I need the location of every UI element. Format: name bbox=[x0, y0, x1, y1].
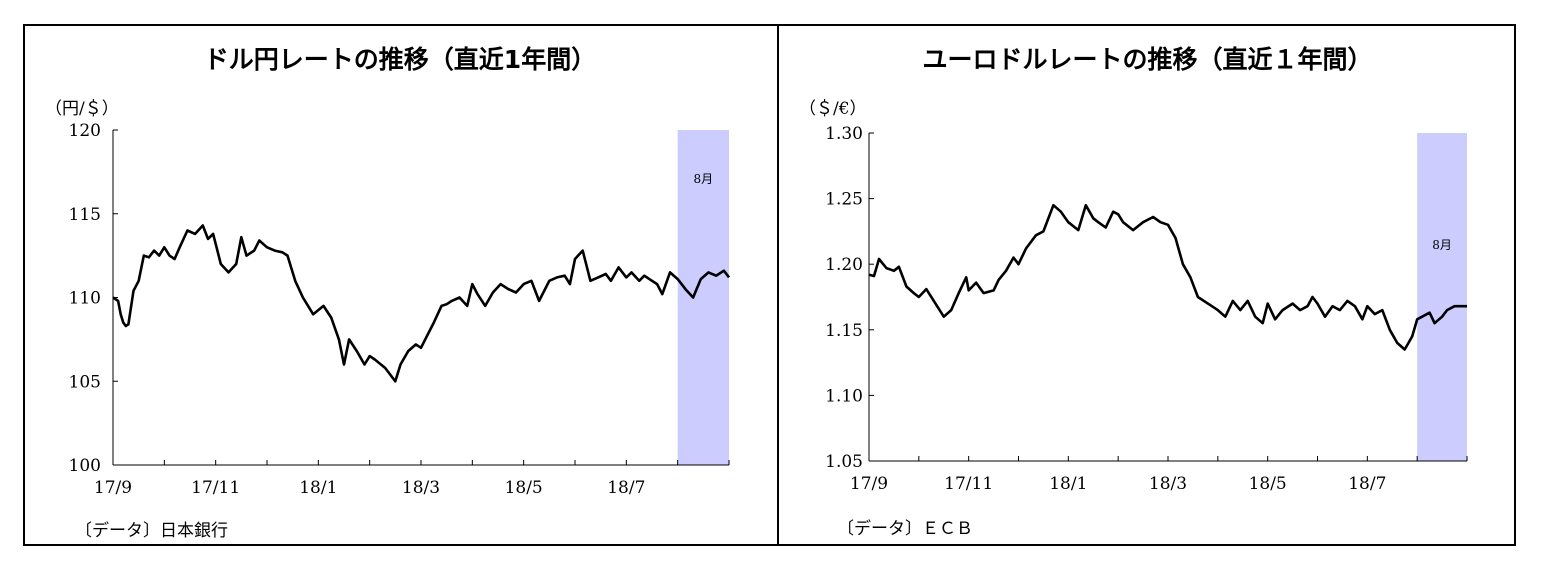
usdjpy-source: 〔データ〕日本銀行 bbox=[75, 521, 228, 541]
usdjpy-y-tick-label: 115 bbox=[69, 205, 101, 225]
eurusd-x-tick-label: 18/3 bbox=[1149, 474, 1187, 494]
eurusd-series-line bbox=[868, 203, 1467, 351]
eurusd-x-tick-label: 18/1 bbox=[1049, 474, 1087, 494]
usdjpy-y-tick-label: 105 bbox=[69, 372, 101, 392]
outer-frame bbox=[23, 24, 1516, 546]
eurusd-y-tick-label: 1.15 bbox=[825, 321, 863, 341]
eurusd-y-tick-label: 1.30 bbox=[825, 124, 863, 144]
eurusd-x-tick-label: 18/5 bbox=[1249, 474, 1287, 494]
usdjpy-chart-title: ドル円レートの推移（直近1年間） bbox=[203, 45, 597, 74]
usdjpy-x-tick-label: 18/7 bbox=[607, 478, 645, 498]
usdjpy-y-unit: （円/＄） bbox=[45, 99, 119, 119]
usdjpy-highlight-label: 8月 bbox=[694, 172, 714, 186]
usdjpy-x-tick-label: 18/5 bbox=[505, 478, 543, 498]
eurusd-x-tick-label: 18/7 bbox=[1348, 474, 1386, 494]
usdjpy-y-tick-label: 120 bbox=[69, 121, 101, 141]
eurusd-x-tick-label: 17/11 bbox=[944, 474, 993, 494]
panel-divider bbox=[777, 24, 779, 546]
eurusd-y-tick-label: 1.20 bbox=[825, 255, 863, 275]
eurusd-y-tick-label: 1.25 bbox=[825, 190, 863, 210]
eurusd-august-highlight bbox=[1417, 133, 1467, 461]
usdjpy-x-tick-label: 18/3 bbox=[402, 478, 440, 498]
eurusd-panel: ユーロドルレートの推移（直近１年間） （＄/€） 8月 1.30 1.25 1.20 1… bbox=[779, 24, 1516, 546]
eurusd-source: 〔データ〕ＥＣＢ bbox=[837, 519, 973, 539]
eurusd-chart-title: ユーロドルレートの推移（直近１年間） bbox=[922, 45, 1373, 74]
usdjpy-series-line bbox=[112, 224, 731, 383]
usdjpy-x-tick-label: 17/9 bbox=[94, 478, 132, 498]
eurusd-x-tick-label: 17/9 bbox=[850, 474, 888, 494]
usdjpy-x-tick-label: 18/1 bbox=[299, 478, 337, 498]
eurusd-highlight-label: 8月 bbox=[1432, 238, 1452, 252]
usdjpy-y-tick-label: 110 bbox=[69, 289, 101, 309]
eurusd-y-tick-label: 1.10 bbox=[825, 386, 863, 406]
eurusd-y-unit: （＄/€） bbox=[799, 99, 867, 119]
usdjpy-x-tick-label: 17/11 bbox=[191, 478, 240, 498]
eurusd-y-tick-label: 1.05 bbox=[825, 452, 863, 472]
usdjpy-panel: ドル円レートの推移（直近1年間） （円/＄） 8月 120 115 110 105 100… bbox=[23, 24, 777, 546]
usdjpy-y-tick-label: 100 bbox=[69, 456, 101, 476]
usdjpy-august-highlight bbox=[677, 130, 729, 465]
